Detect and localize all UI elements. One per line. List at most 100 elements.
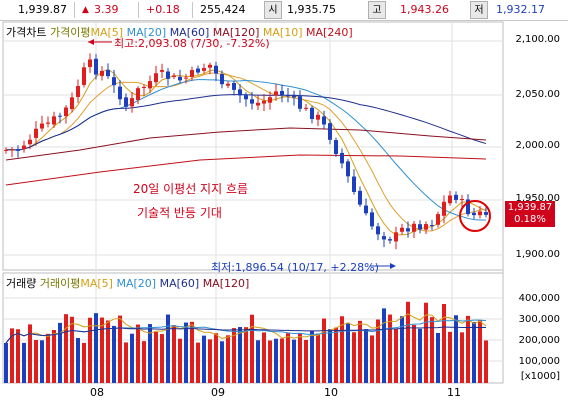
volume-bar bbox=[256, 340, 260, 383]
volume-bar bbox=[136, 324, 140, 383]
candle-body bbox=[316, 114, 320, 120]
volume-bar bbox=[166, 314, 170, 383]
price-legend: 가격차트 가격이평MA[5] MA[20] MA[60] MA[120] MA[… bbox=[6, 24, 353, 40]
price-tick: 2,000.00 bbox=[515, 140, 560, 151]
volume-bar bbox=[448, 331, 452, 383]
legend-ma120[interactable]: MA[120] bbox=[212, 26, 260, 39]
candle-body bbox=[154, 73, 158, 83]
volume-bar bbox=[364, 329, 368, 383]
candle-body bbox=[358, 190, 362, 205]
current-pct-label: 0.18% bbox=[514, 214, 546, 225]
legend-ma-group[interactable]: 가격이평 bbox=[49, 26, 91, 39]
volume-bar bbox=[412, 324, 416, 383]
ma120-line bbox=[5, 127, 487, 161]
volume-bar bbox=[88, 317, 92, 383]
volume-bar bbox=[424, 302, 428, 383]
volume-bar bbox=[130, 333, 134, 383]
volume-bar bbox=[286, 333, 290, 383]
legend-vol-ma60[interactable]: MA[60] bbox=[159, 277, 200, 290]
candle-body bbox=[454, 194, 458, 200]
candle-body bbox=[376, 226, 380, 235]
volume-bar bbox=[382, 308, 386, 383]
candle-body bbox=[40, 123, 44, 129]
candle-body bbox=[238, 89, 242, 96]
legend-ma60[interactable]: MA[60] bbox=[169, 26, 210, 39]
low-label: 저 bbox=[470, 1, 488, 19]
volume-bar bbox=[328, 329, 332, 383]
month-label: 08 bbox=[90, 386, 104, 399]
candle-body bbox=[400, 227, 404, 232]
candle-body bbox=[436, 214, 440, 225]
candle-body bbox=[424, 224, 428, 230]
volume-bar bbox=[244, 327, 248, 383]
candle-body bbox=[280, 90, 284, 96]
vol-ma5-line bbox=[5, 313, 487, 344]
legend-ma240[interactable]: MA[240] bbox=[306, 26, 353, 39]
candle-body bbox=[10, 149, 14, 151]
volume-bar bbox=[46, 333, 50, 383]
volume-bar bbox=[274, 338, 278, 383]
candle-body bbox=[352, 176, 356, 192]
high-label: 고 bbox=[368, 1, 386, 19]
legend-price-chart[interactable]: 가격차트 bbox=[6, 26, 47, 39]
low-arrowhead-icon bbox=[390, 263, 396, 269]
volume-bar bbox=[148, 324, 152, 383]
volume-bar bbox=[124, 342, 128, 383]
volume-bar bbox=[394, 328, 398, 383]
moving-average-lines bbox=[5, 69, 487, 236]
volume-bar bbox=[418, 328, 422, 383]
volume-bar bbox=[322, 318, 326, 383]
current-price-marker: 1,939.87 0.18% bbox=[505, 201, 555, 227]
candle-body bbox=[160, 70, 164, 72]
volume-bar bbox=[82, 342, 86, 383]
volume-bar bbox=[316, 333, 320, 383]
volume-bar bbox=[64, 314, 68, 383]
volume-bar bbox=[52, 330, 56, 383]
candle-body bbox=[286, 95, 290, 97]
candle-body bbox=[412, 223, 416, 232]
price-panel-frame bbox=[2, 21, 504, 271]
candle-body bbox=[34, 128, 38, 138]
candle-body bbox=[322, 116, 326, 125]
current-price: 1,939.87 bbox=[18, 3, 67, 16]
volume-legend: 거래량 거래이평MA[5] MA[20] MA[60] MA[120] bbox=[6, 275, 249, 291]
legend-vol-ma5[interactable]: MA[5] bbox=[80, 277, 113, 290]
candle-body bbox=[58, 115, 62, 117]
volume-bar bbox=[238, 327, 242, 383]
volume-bar bbox=[400, 316, 404, 383]
legend-ma5[interactable]: MA[5] bbox=[90, 26, 124, 39]
volume-bar bbox=[478, 320, 482, 383]
candle-body bbox=[418, 224, 422, 230]
high-annotation: 최고:2,093.08 (7/30, -7.32%) bbox=[114, 37, 270, 50]
legend-volume[interactable]: 거래량 bbox=[6, 277, 37, 290]
legend-vol-ma-group[interactable]: 거래이평 bbox=[39, 277, 81, 290]
legend-vol-ma120[interactable]: MA[120] bbox=[202, 277, 250, 290]
up-triangle-icon: ▲ bbox=[82, 5, 89, 15]
candle-body bbox=[406, 228, 410, 232]
candle-body bbox=[196, 68, 200, 73]
candle-body bbox=[262, 100, 266, 104]
candle-body bbox=[382, 236, 386, 240]
candle-body bbox=[340, 152, 344, 164]
volume-bar bbox=[58, 322, 62, 383]
legend-ma20[interactable]: MA[20] bbox=[126, 26, 167, 39]
volume-tick: 100,000 bbox=[518, 356, 560, 367]
volume-bar bbox=[4, 342, 8, 383]
volume-bar bbox=[226, 335, 230, 383]
candle-body bbox=[298, 96, 302, 109]
volume-bar bbox=[346, 322, 350, 383]
legend-vol-ma20[interactable]: MA[20] bbox=[116, 277, 157, 290]
note-rebound: 기술적 반등 기대 bbox=[137, 206, 222, 220]
volume-bar bbox=[388, 314, 392, 383]
month-label: 10 bbox=[324, 386, 338, 399]
volume-bar bbox=[298, 333, 302, 383]
candle-body bbox=[460, 199, 464, 201]
legend-ma10[interactable]: MA[10] bbox=[262, 26, 303, 39]
candle-body bbox=[166, 71, 170, 79]
volume-bar bbox=[118, 315, 122, 383]
volume-tick: 400,000 bbox=[518, 293, 560, 304]
volume-bar bbox=[40, 340, 44, 383]
candle-body bbox=[370, 212, 374, 227]
candle-body bbox=[112, 77, 116, 86]
